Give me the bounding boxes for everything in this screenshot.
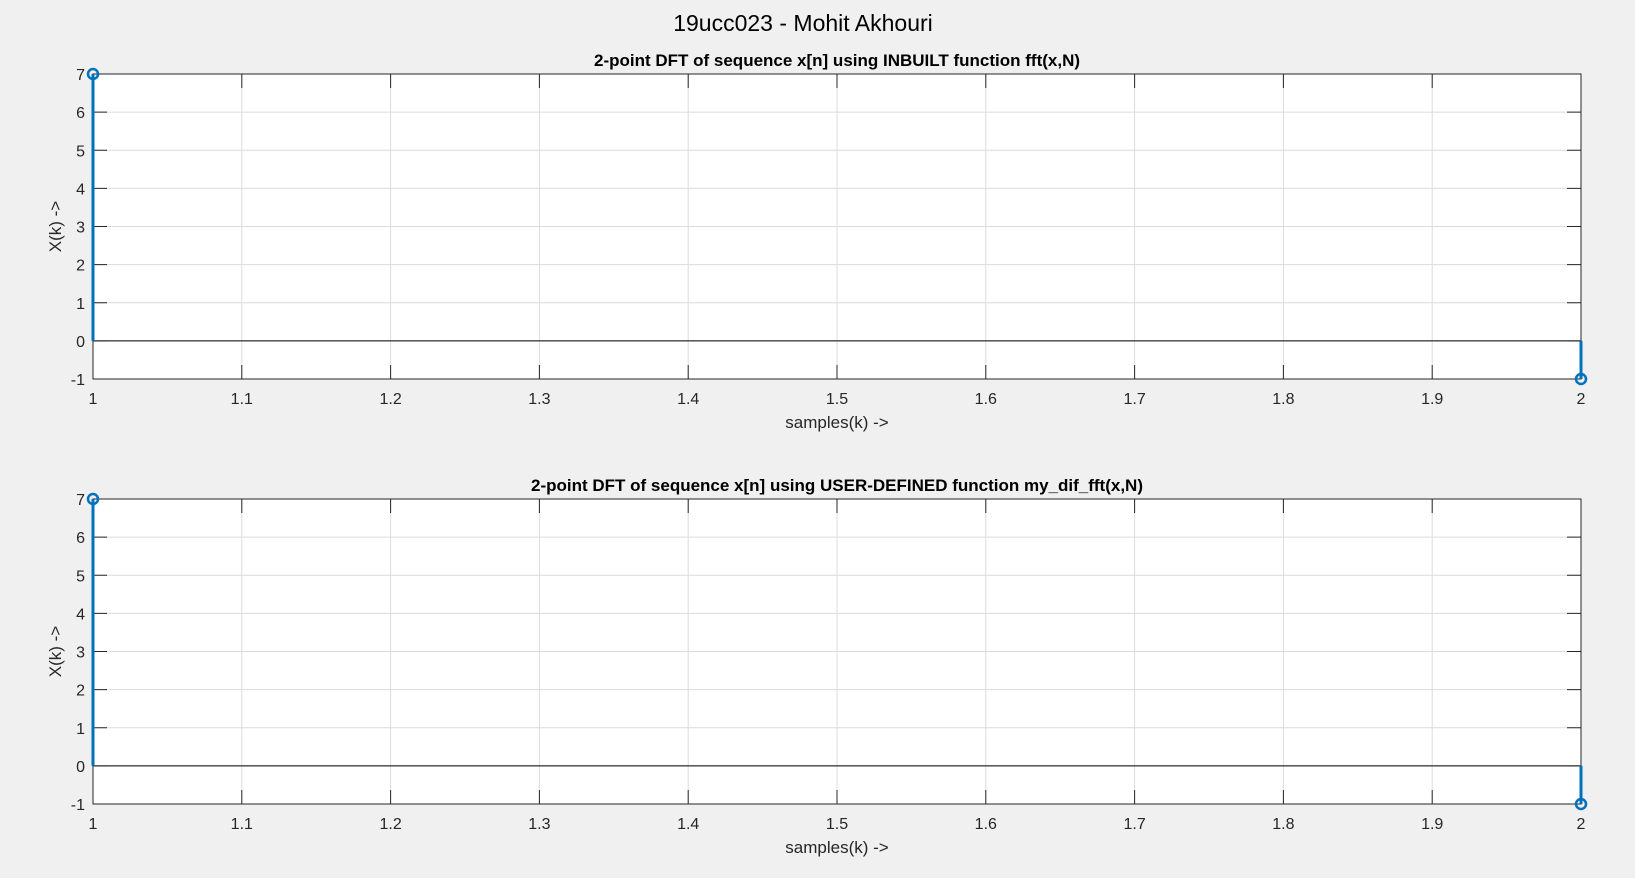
x-tick-label: 1.4 xyxy=(677,391,699,408)
y-tick-label: -1 xyxy=(71,372,85,389)
y-tick-label: 3 xyxy=(76,645,85,662)
y-tick-label: 0 xyxy=(76,759,85,776)
x-tick-label: 1 xyxy=(89,816,98,833)
y-tick-label: 2 xyxy=(76,258,85,275)
x-tick-label: 2 xyxy=(1577,816,1586,833)
x-tick-label: 1.6 xyxy=(975,816,997,833)
x-tick-label: 1.8 xyxy=(1272,816,1294,833)
x-tick-label: 1.9 xyxy=(1421,391,1443,408)
x-tick-label: 1.1 xyxy=(231,391,253,408)
stem-marker xyxy=(1574,372,1588,386)
y-tick-label: 7 xyxy=(76,492,85,509)
x-tick-label: 1.6 xyxy=(975,391,997,408)
x-tick-label: 1 xyxy=(89,391,98,408)
y-axis-label: X(k) -> xyxy=(46,201,65,253)
y-tick-label: 2 xyxy=(76,683,85,700)
subplot-1: 1 1.1 1.2 1.3 1.4 1.5 1.6 1.7 1.8 1.9 2 -1 0 1 2 3 4 5 6 7 2… xyxy=(46,51,1588,432)
y-tick-label: 1 xyxy=(76,721,85,738)
x-tick-label: 1.9 xyxy=(1421,816,1443,833)
y-tick-label: 4 xyxy=(76,181,85,198)
x-axis-label: samples(k) -> xyxy=(785,838,889,857)
x-tick-label: 1.7 xyxy=(1123,816,1145,833)
x-tick-label: 1.3 xyxy=(528,391,550,408)
stem-marker xyxy=(86,492,100,506)
stem-marker xyxy=(86,67,100,81)
axes-title: 2-point DFT of sequence x[n] using USER-… xyxy=(531,476,1143,495)
y-tick-label: 6 xyxy=(76,530,85,547)
x-tick-label: 1.3 xyxy=(528,816,550,833)
subplots: 1 1.1 1.2 1.3 1.4 1.5 1.6 1.7 1.8 1.9 2 -1 0 1 2 3 4 5 6 7 2… xyxy=(46,51,1588,857)
x-tick-label: 1.8 xyxy=(1272,391,1294,408)
x-axis-label: samples(k) -> xyxy=(785,413,889,432)
y-tick-label: 7 xyxy=(76,67,85,84)
y-tick-label: 6 xyxy=(76,105,85,122)
y-tick-label: 4 xyxy=(76,606,85,623)
x-tick-label: 1.2 xyxy=(379,816,401,833)
y-tick-label: 1 xyxy=(76,296,85,313)
x-tick-label: 1.7 xyxy=(1123,391,1145,408)
y-tick-label: 0 xyxy=(76,334,85,351)
y-axis-label: X(k) -> xyxy=(46,626,65,678)
x-tick-label: 1.2 xyxy=(379,391,401,408)
axes-title: 2-point DFT of sequence x[n] using INBUI… xyxy=(594,51,1080,70)
x-tick-label: 1.5 xyxy=(826,391,848,408)
y-tick-label: 5 xyxy=(76,143,85,160)
x-tick-label: 1.1 xyxy=(231,816,253,833)
y-tick-label: 3 xyxy=(76,220,85,237)
y-tick-label: -1 xyxy=(71,797,85,814)
y-tick-label: 5 xyxy=(76,568,85,585)
stem-marker xyxy=(1574,797,1588,811)
x-tick-label: 1.4 xyxy=(677,816,699,833)
x-tick-label: 2 xyxy=(1577,391,1586,408)
figure-title: 19ucc023 - Mohit Akhouri xyxy=(673,10,933,36)
subplot-2: 1 1.1 1.2 1.3 1.4 1.5 1.6 1.7 1.8 1.9 2 -1 0 1 2 3 4 5 6 7 2… xyxy=(46,476,1588,857)
x-tick-label: 1.5 xyxy=(826,816,848,833)
